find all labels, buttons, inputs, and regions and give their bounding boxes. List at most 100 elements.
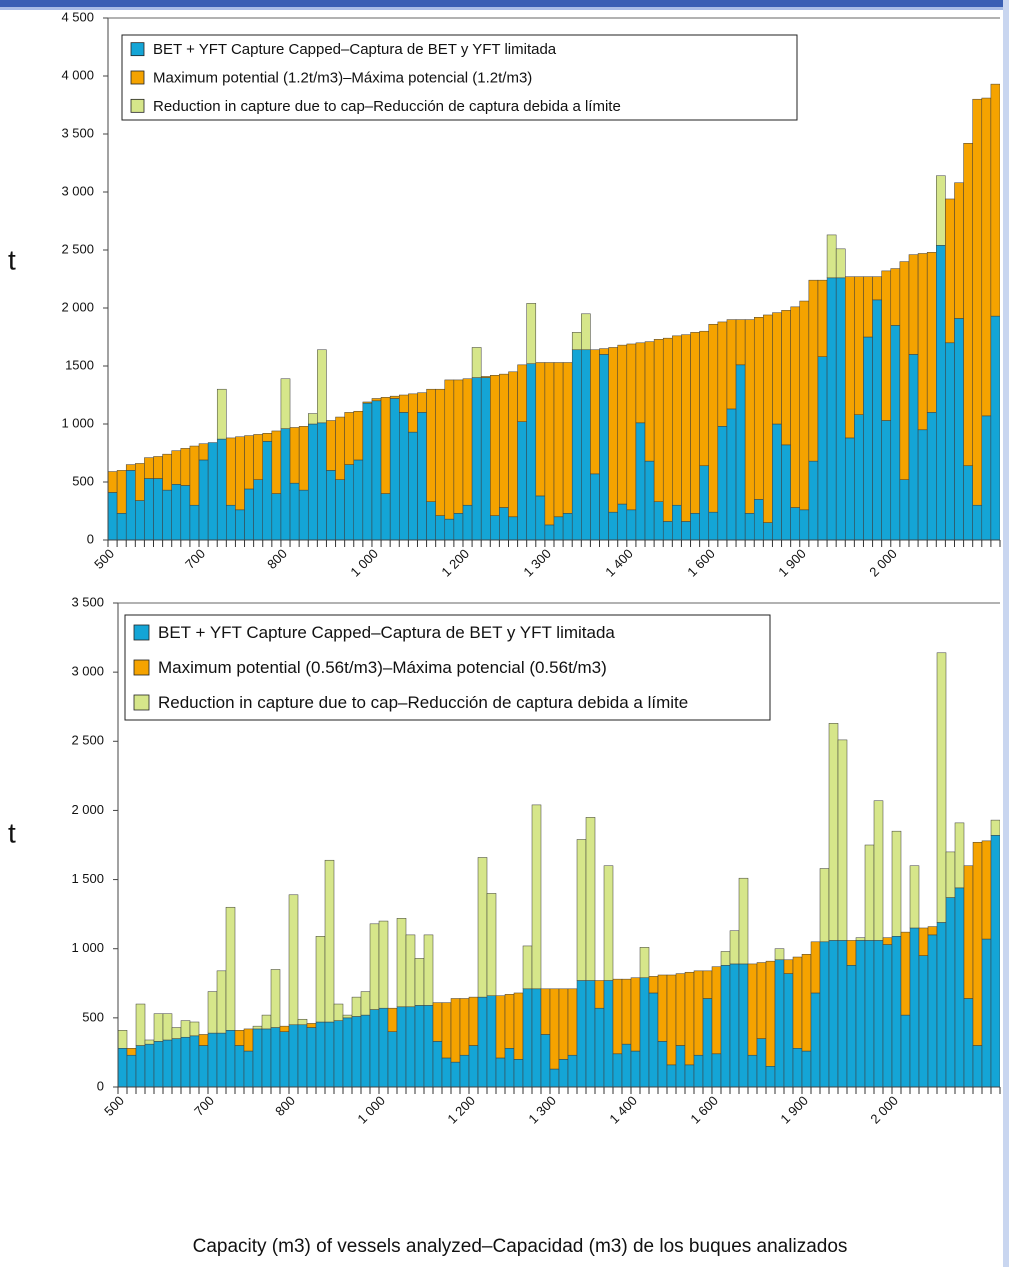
bar-segment [662,337,673,522]
bar-segment [198,459,209,541]
bar-segment [253,479,263,541]
bar-segment [765,960,776,1067]
bar-segment [517,364,527,422]
bar-segment [648,976,659,994]
bar-segment [702,970,713,999]
bar-segment [630,977,641,1052]
bar-segment [899,479,910,541]
bar-segment [708,511,719,541]
bar-segment [226,437,236,506]
bar-segment [954,318,964,541]
legend-label: Maximum potential (0.56t/m3)–Máxima pote… [158,658,607,677]
bar-segment [526,363,537,541]
bar-segment [513,992,524,1060]
bar-segment [189,1035,200,1088]
bar-segment [288,1024,299,1088]
bar-segment [890,268,901,326]
bar-segment [271,493,282,541]
bar-segment [306,1023,317,1028]
bar-segment [729,963,740,1088]
bar-segment [522,988,533,1088]
bar-segment [854,276,864,415]
bar-segment [417,412,427,541]
bar-segment [289,427,300,484]
x-axis-title: Capacity (m3) of vessels analyzed–Capaci… [193,1236,848,1257]
bar-segment [171,1038,182,1088]
plot-area [108,83,1000,541]
bar-segment [747,963,758,1056]
bar-segment [135,1045,146,1088]
x-tick-label: 500 [91,546,117,572]
y-tick-label: 1 500 [71,871,104,886]
bar-segment [799,509,810,541]
bar-segment [747,1054,758,1088]
bar-segment [317,349,327,424]
bar-segment [477,857,488,998]
bar-segment [881,420,892,541]
bar-segment [342,1014,353,1019]
y-tick-label: 1 000 [71,940,104,955]
bar-segment [981,938,992,1088]
x-tick-label: 1 400 [602,546,636,580]
legend-label: Reduction in capture due to cap–Reducció… [158,693,688,712]
bar-segment [666,1064,677,1088]
bar-segment [508,371,518,518]
bar-segment [490,375,500,516]
bar-segment [441,1002,452,1059]
bar-segment [753,317,764,500]
y-tick-label: 2 000 [71,802,104,817]
bar-segment [540,988,551,1035]
bar-segment [335,416,345,480]
x-tick-label: 1 400 [606,1093,640,1127]
bar-segment [243,1028,254,1052]
bar-segment [135,500,145,541]
bar-segment [444,518,455,541]
bar-segment [162,1013,173,1041]
bar-segment [909,927,920,1088]
bar-segment [945,851,956,898]
bar-segment [288,894,299,1026]
bar-segment [378,1007,389,1088]
y-axis-title: t [8,244,16,275]
y-tick-label: 3 000 [71,664,104,679]
x-tick-label: 1 200 [444,1093,478,1127]
bar-segment [672,504,682,541]
legend-label: Maximum potential (1.2t/m3)–Máxima poten… [153,69,532,86]
bar-segment [717,426,728,541]
bar-segment [108,492,118,541]
bar-segment [344,412,355,465]
y-tick-label: 500 [82,1009,104,1024]
bar-segment [672,335,682,506]
bar-segment [549,988,560,1070]
bar-segment [297,1018,308,1026]
bar-segment [835,277,846,541]
bar-segment [544,524,555,541]
bar-segment [981,840,992,940]
bar-segment [450,1061,461,1088]
bar-segment [108,471,118,493]
bar-segment [945,897,956,1088]
bar-segment [353,459,364,541]
bar-segment [198,443,209,461]
bar-segment [909,865,920,929]
bar-segment [387,1007,398,1032]
x-tick-label: 500 [101,1093,127,1119]
bar-segment [774,948,785,961]
legend-label: BET + YFT Capture Capped–Captura de BET … [158,623,615,642]
bar-segment [599,348,609,355]
bar-segment [926,252,937,413]
bar-segment [435,388,446,516]
bar-segment [344,464,355,541]
bar-segment [864,940,875,1088]
bar-segment [153,456,163,479]
bar-segment [280,378,291,429]
bar-segment [817,356,828,541]
bar-segment [617,344,628,505]
bar-segment [153,478,163,541]
y-tick-label: 500 [72,473,94,488]
bar-segment [837,739,848,941]
y-tick-label: 1 000 [61,415,94,430]
bar-segment [576,839,587,981]
bar-segment [981,415,992,541]
bar-segment [396,1006,407,1088]
